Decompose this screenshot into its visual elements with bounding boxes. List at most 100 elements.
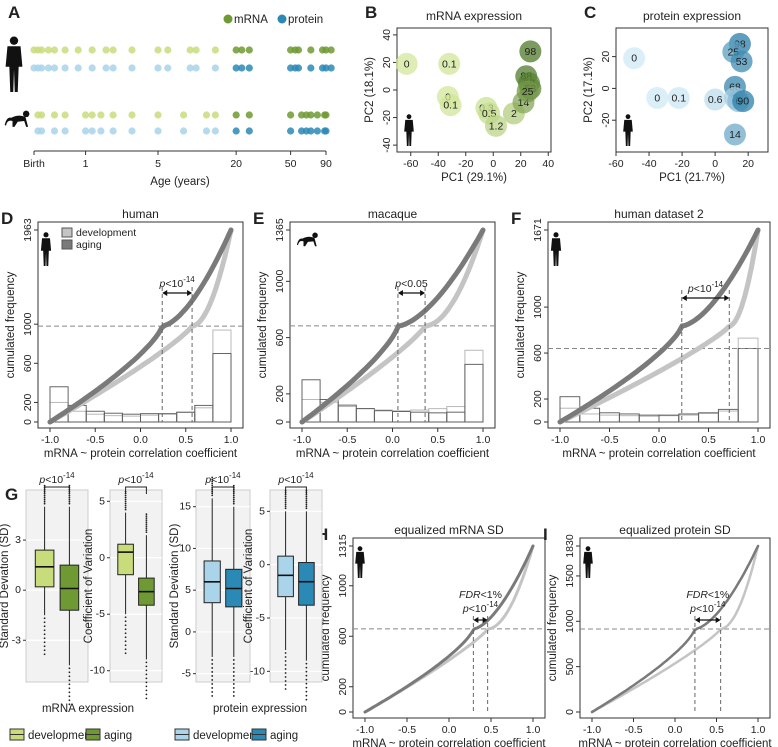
- outlier-point: [305, 499, 308, 502]
- hist-bar-aging: [428, 412, 448, 423]
- outlier-point: [145, 677, 148, 680]
- boxplot-ylabel: Coefficient of Variation: [83, 529, 95, 644]
- hist-bar-aging: [373, 410, 393, 423]
- y-tick-label: 40: [381, 29, 393, 41]
- outlier-point: [211, 679, 214, 681]
- sample-point: [50, 64, 59, 72]
- x-tick-label: -20: [458, 158, 473, 170]
- pca-point-label: 1.2: [489, 120, 504, 132]
- cdf-curve-development: [590, 544, 760, 714]
- body: [550, 238, 562, 266]
- outlier-point: [43, 621, 46, 624]
- outlier-point: [284, 660, 287, 662]
- y-tick-label: 1500: [564, 564, 576, 588]
- age-axis-title: Age (years): [150, 176, 210, 188]
- outlier-point: [43, 494, 46, 497]
- sample-point: [164, 64, 172, 72]
- outlier-point: [68, 498, 71, 501]
- y-tick-label: 600: [274, 329, 286, 347]
- hist-bar-development: [638, 415, 660, 423]
- pca-point-label: 0: [631, 53, 637, 65]
- hist-bar-development: [599, 414, 620, 423]
- sample-point: [128, 64, 136, 72]
- significance-bracket: [285, 486, 307, 494]
- outlier-point: [284, 676, 287, 678]
- sample-point: [192, 64, 200, 72]
- hist-bar-aging: [121, 413, 141, 423]
- x-tick-label: -1.0: [293, 434, 311, 446]
- cdf-ylabel-F: cumulated frequency: [515, 271, 527, 378]
- outlier-point: [284, 505, 287, 508]
- legend-development-label: development: [76, 227, 136, 239]
- sample-point: [245, 127, 253, 135]
- arrow-head-left: [681, 295, 687, 301]
- sample-point: [307, 111, 315, 119]
- outlier-point: [68, 502, 71, 505]
- outlier-point: [124, 628, 127, 631]
- hist-bar-aging: [392, 411, 412, 423]
- y-tick-label: 1000: [274, 270, 286, 294]
- cdf-ylabel-I: cumulated frequency: [547, 574, 559, 681]
- y-tick-label: 5: [185, 584, 191, 596]
- sample-point: [81, 111, 90, 119]
- legend-mrna-label: mRNA: [234, 14, 268, 26]
- outlier-point: [68, 496, 71, 499]
- hist-bar-development: [446, 406, 466, 423]
- outlier-point: [43, 498, 46, 501]
- human-silhouette-icon: [550, 232, 562, 266]
- sample-point: [232, 64, 240, 72]
- y-tick-label: 1963: [22, 218, 34, 242]
- head: [406, 114, 412, 120]
- sample-point: [88, 111, 96, 119]
- legend-aging-swatch: [61, 239, 73, 250]
- age-tick-label: 90: [320, 158, 332, 170]
- legend-development-swatch: [61, 227, 73, 238]
- hist-bar-development: [103, 415, 123, 423]
- x-tick-label: -0.5: [600, 434, 618, 446]
- significance-bracket: [44, 486, 70, 494]
- outlier-point: [305, 698, 308, 701]
- x-tick-label: 0.5: [709, 724, 724, 736]
- outlier-point: [43, 641, 46, 644]
- human-silhouette-icon: [40, 232, 52, 266]
- body: [4, 115, 29, 127]
- x-tick-label: -0.5: [338, 434, 356, 446]
- sample-point: [102, 46, 110, 54]
- hist-bar-development: [618, 415, 640, 423]
- cdf-title-F: human dataset 2: [614, 207, 704, 221]
- pca-point: [646, 86, 669, 109]
- pca-point-label: 0: [654, 92, 660, 104]
- pca-title-B: mRNA expression: [426, 9, 522, 23]
- cdf-xlabel-I: mRNA ~ protein correlation coefficient: [578, 738, 772, 747]
- sample-point: [154, 64, 162, 72]
- age-tick-label: 5: [155, 158, 161, 170]
- pca-point-label: 0: [404, 58, 410, 70]
- hist-bar-development: [579, 413, 601, 423]
- x-tick-label: -0.5: [86, 434, 104, 446]
- cdf-curve-aging: [557, 227, 761, 425]
- hist-bar-aging: [158, 413, 178, 423]
- outlier-point: [211, 482, 214, 485]
- x-tick-label: 0: [712, 158, 718, 170]
- sample-point: [88, 64, 96, 72]
- sample-point: [294, 46, 303, 54]
- cdf-frame-E: [289, 221, 496, 429]
- box-dev: [277, 555, 294, 598]
- outlier-point: [68, 667, 71, 670]
- cdf-title-I: equalized protein SD: [619, 523, 731, 537]
- age-tick-label: 20: [230, 158, 242, 170]
- age-tick-label: Birth: [23, 158, 45, 170]
- head: [625, 114, 631, 120]
- cdf-xlabel-D: mRNA ~ protein correlation coefficient: [44, 448, 238, 460]
- pca-frame-C: [615, 27, 769, 153]
- sample-point: [322, 64, 330, 72]
- sample-point: [38, 46, 46, 54]
- legend-label: development: [28, 730, 95, 742]
- outlier-point: [232, 671, 235, 673]
- y-tick-label: 20: [600, 51, 612, 63]
- hist-bar-aging: [49, 386, 69, 423]
- sample-point: [179, 111, 188, 119]
- cdf-frame-D: [37, 221, 244, 429]
- outlier-point: [145, 527, 148, 530]
- pca-point: [732, 90, 755, 113]
